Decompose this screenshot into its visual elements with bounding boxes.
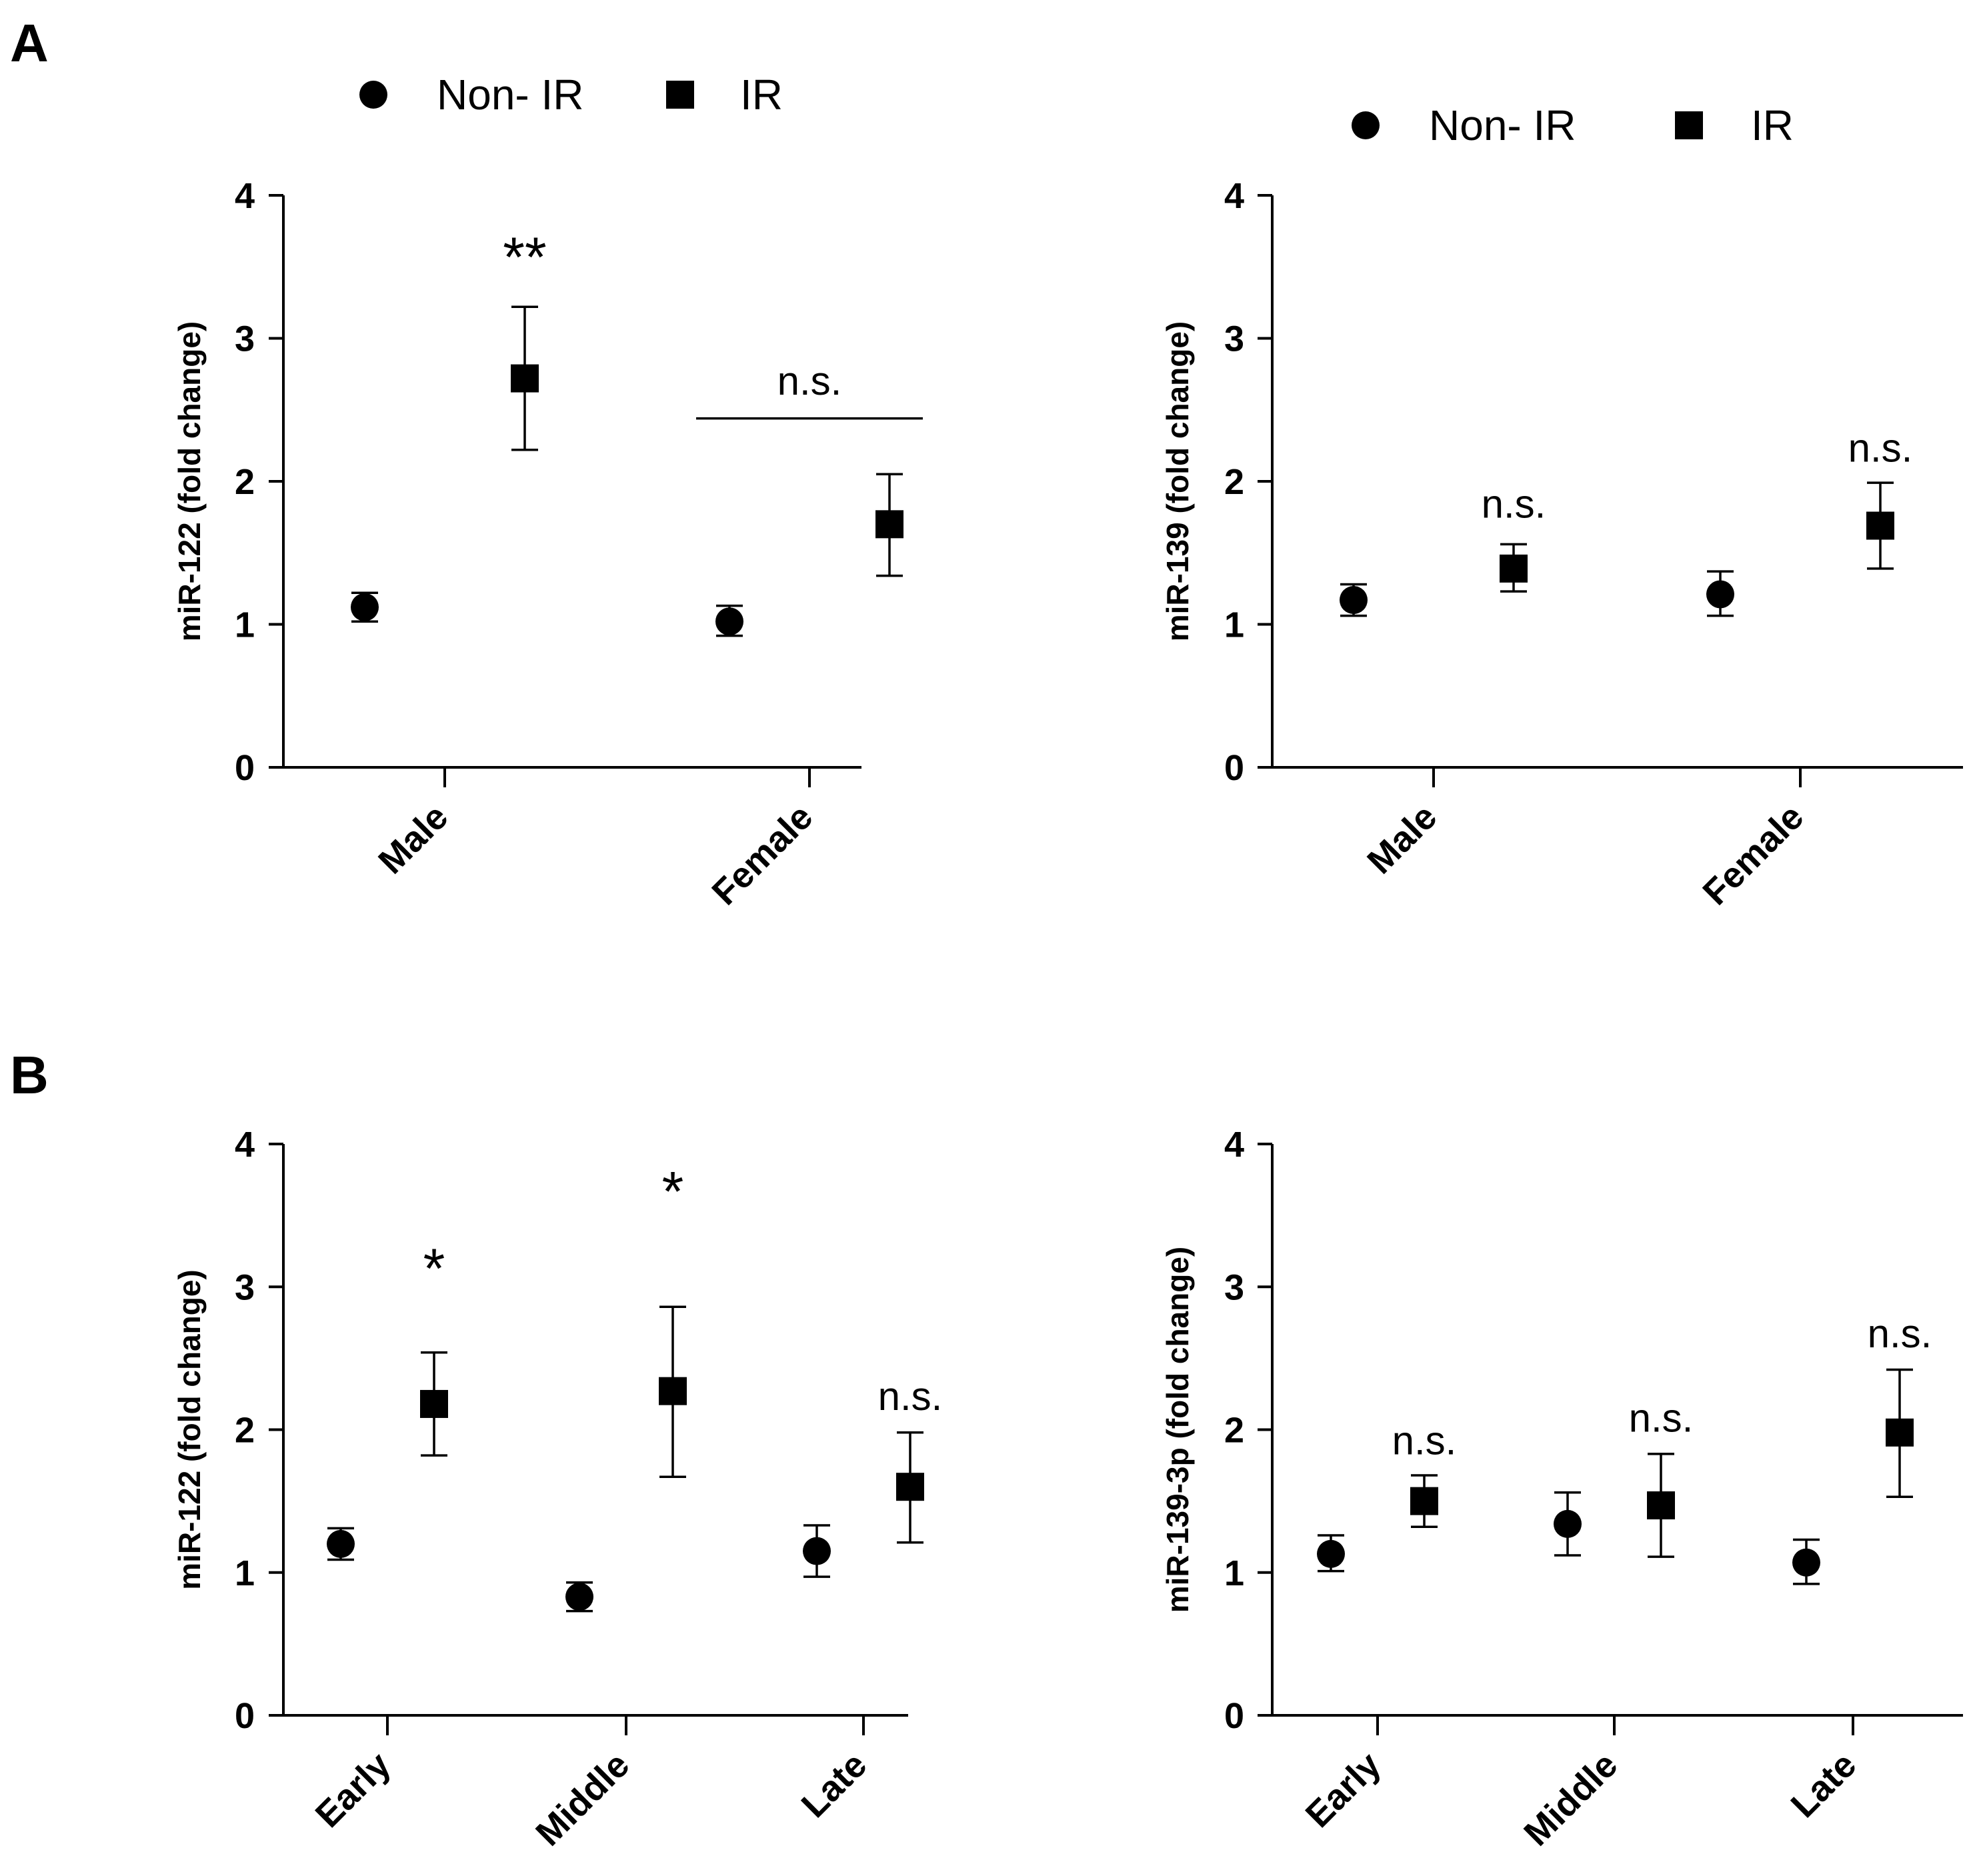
x-category-label: Late (794, 1745, 875, 1825)
significance-label: ** (503, 226, 546, 289)
data-point-circle (1340, 586, 1368, 615)
x-category-label: Early (308, 1745, 399, 1835)
data-point-square (1886, 1418, 1914, 1447)
data-point-circle (1554, 1509, 1582, 1538)
legend-circle-marker (1352, 111, 1380, 139)
y-tick-label: 0 (1224, 748, 1244, 788)
y-axis-title: miR-139-3p (fold change) (1160, 1247, 1195, 1613)
significance-label: n.s. (1482, 481, 1546, 526)
y-tick-label: 2 (235, 1411, 255, 1451)
legend-circle-marker (359, 81, 387, 109)
chart-b-mir122-stage: 0 1 2 3 4 miR-122 (fold change) Early Middle Lat… (172, 1125, 942, 1853)
y-tick-label: 1 (1224, 605, 1244, 645)
x-category-label: Male (371, 797, 455, 881)
y-tick-label: 4 (235, 176, 255, 216)
significance-label: n.s. (1868, 1311, 1932, 1356)
legend-square-marker (666, 81, 694, 109)
data-point-square (875, 510, 903, 539)
x-category-label: Middle (1516, 1745, 1625, 1853)
chart-a-mir139-sex: 0 1 2 3 4 miR-139 (fold change) Male Female n.s.… (1160, 176, 1963, 913)
data-point-circle (1317, 1539, 1345, 1568)
x-category-label: Middle (528, 1745, 637, 1853)
y-tick-label: 0 (235, 748, 255, 788)
y-tick-label: 3 (1224, 319, 1244, 359)
significance-label: * (662, 1160, 684, 1223)
data-point-circle (715, 607, 743, 636)
y-tick-label: 2 (1224, 1411, 1244, 1451)
legend-a-right: Non- IR IR (1352, 101, 1794, 149)
y-tick-label: 0 (235, 1696, 255, 1736)
chart-b-mir139-3p-stage: 0 1 2 3 4 miR-139-3p (fold change) Early Middle… (1160, 1125, 1963, 1853)
data-point-circle (1706, 580, 1734, 609)
data-point-circle (351, 593, 379, 621)
y-tick-label: 3 (1224, 1267, 1244, 1307)
x-category-label: Female (1695, 797, 1811, 913)
y-tick-label: 3 (235, 319, 255, 359)
significance-label: * (423, 1237, 445, 1300)
data-point-square (1500, 554, 1528, 583)
y-tick-label: 0 (1224, 1696, 1244, 1736)
y-tick-label: 1 (235, 1553, 255, 1593)
chart-a-mir122-sex: 0 1 2 3 4 miR-122 (fold change) Male Female ** n.… (172, 176, 923, 913)
data-point-square (420, 1389, 448, 1418)
y-tick-label: 4 (235, 1125, 255, 1165)
data-point-square (659, 1377, 687, 1405)
significance-label: n.s. (1392, 1419, 1457, 1463)
x-category-label: Male (1360, 797, 1444, 881)
y-axis-title: miR-122 (fold change) (172, 321, 207, 642)
data-point-square (1647, 1491, 1675, 1520)
legend-label-non-ir: Non- IR (1429, 101, 1576, 149)
significance-label: n.s. (777, 359, 842, 403)
y-tick-label: 1 (235, 605, 255, 645)
data-point-circle (803, 1537, 831, 1565)
y-axis-title: miR-122 (fold change) (172, 1269, 207, 1590)
data-point-square (896, 1473, 924, 1501)
x-category-label: Female (704, 797, 820, 913)
data-point-circle (565, 1583, 593, 1611)
x-category-label: Late (1784, 1745, 1864, 1825)
y-tick-label: 4 (1224, 176, 1244, 216)
y-tick-label: 3 (235, 1267, 255, 1307)
panel-label-b: B (10, 1045, 49, 1105)
significance-label: n.s. (878, 1374, 943, 1419)
data-point-square (1410, 1487, 1438, 1515)
y-axis-title: miR-139 (fold change) (1160, 321, 1195, 642)
legend-a-left: Non- IR IR (359, 71, 783, 119)
y-tick-label: 1 (1224, 1553, 1244, 1593)
legend-label-non-ir: Non- IR (437, 71, 584, 119)
panel-label-a: A (10, 13, 49, 73)
data-point-circle (1792, 1548, 1820, 1577)
legend-label-ir: IR (740, 71, 783, 119)
x-category-label: Early (1298, 1745, 1389, 1835)
y-tick-label: 2 (235, 462, 255, 502)
significance-label: n.s. (1629, 1395, 1694, 1440)
y-tick-label: 4 (1224, 1125, 1244, 1165)
y-tick-label: 2 (1224, 462, 1244, 502)
data-point-circle (327, 1529, 355, 1558)
legend-square-marker (1675, 111, 1703, 139)
data-point-square (1866, 511, 1894, 540)
legend-label-ir: IR (1751, 101, 1794, 149)
significance-label: n.s. (1848, 426, 1913, 471)
data-point-square (511, 364, 539, 393)
